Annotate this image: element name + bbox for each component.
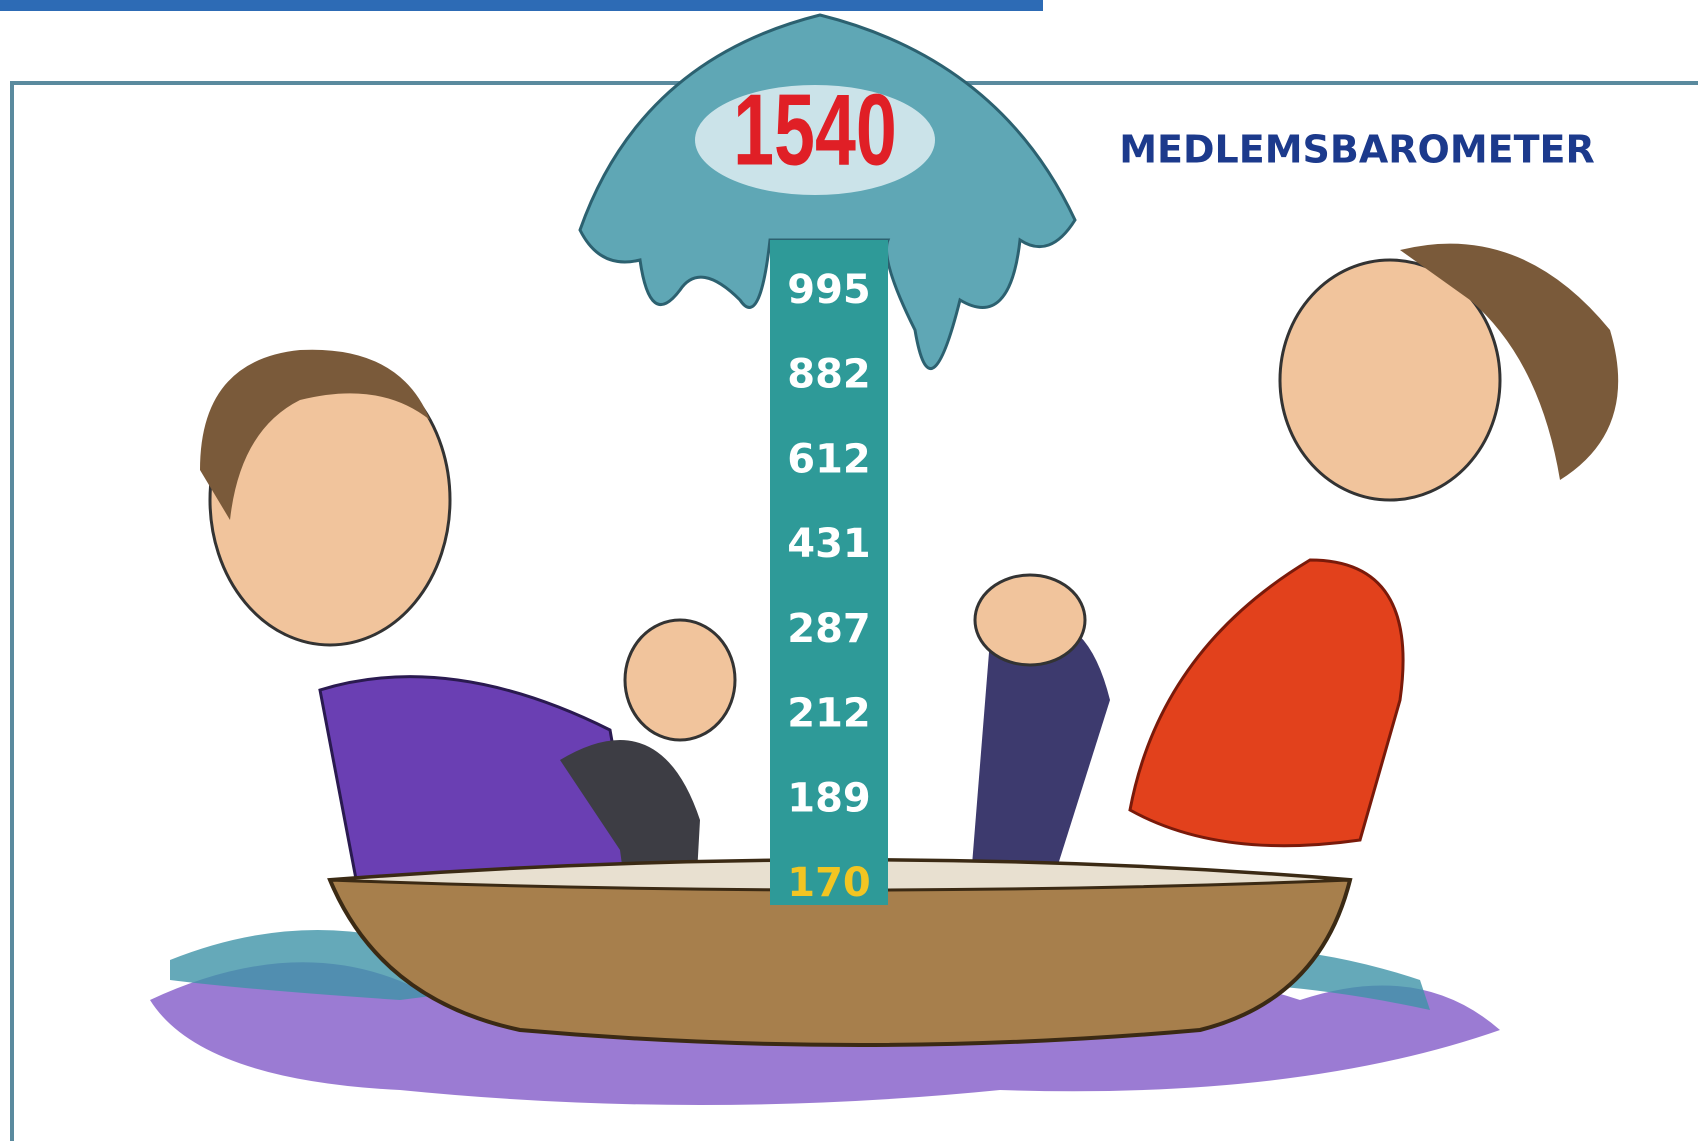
level-label: 212: [787, 691, 871, 737]
title: MEDLEMSBAROMETER: [1119, 128, 1595, 172]
right-shirt: [1130, 560, 1403, 846]
level-label: 882: [787, 352, 871, 398]
top-value: 1540: [733, 73, 897, 186]
level-label: 431: [787, 521, 871, 567]
level-label: 287: [787, 606, 871, 652]
level-label: 170: [787, 860, 871, 906]
left-hands: [625, 620, 735, 740]
right-hands: [975, 575, 1085, 665]
header-bar: [0, 0, 1043, 11]
illustration: 1540 MEDLEMSBAROMETER 995 882 612 431 287 212…: [0, 0, 1698, 1141]
level-label: 612: [787, 436, 871, 482]
level-label: 189: [787, 775, 871, 821]
level-label: 995: [787, 267, 871, 313]
